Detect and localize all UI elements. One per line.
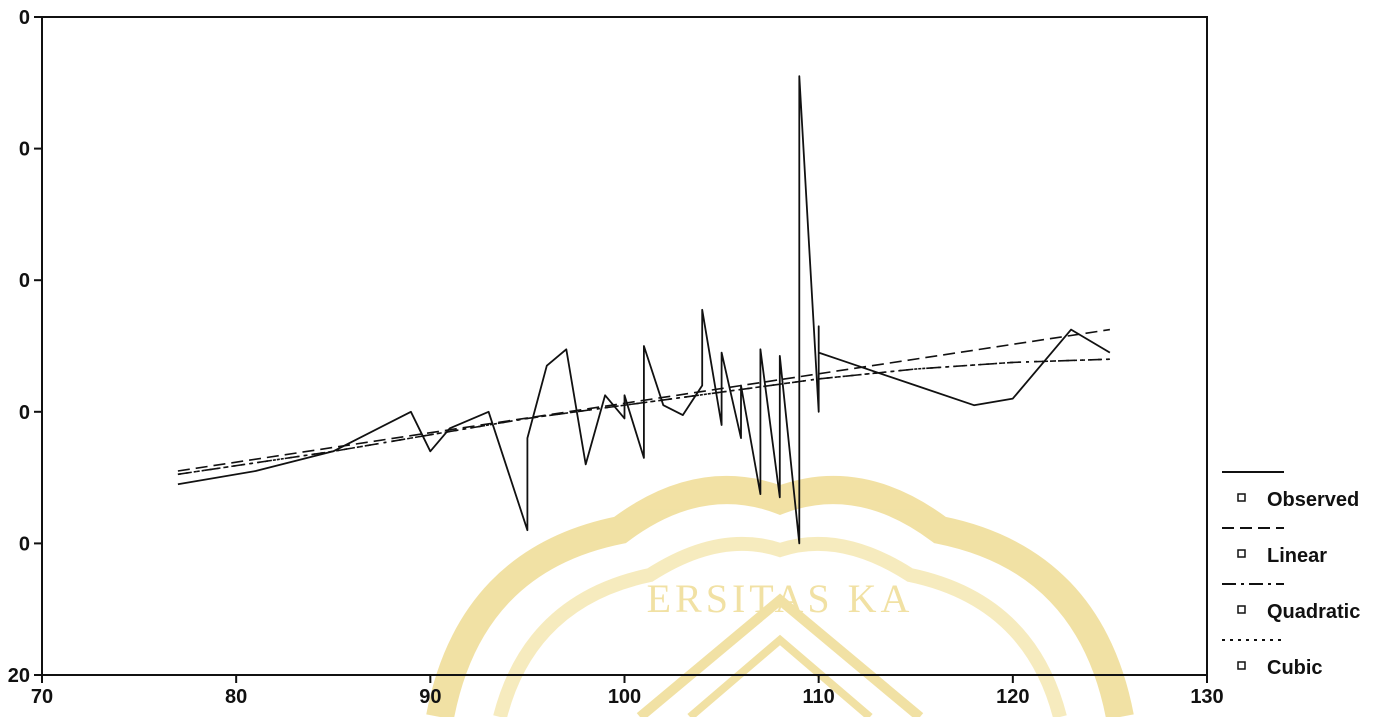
series-line-observed [177, 75, 1111, 545]
series-line-linear [177, 328, 1111, 472]
legend-label: Linear [1267, 545, 1327, 567]
series-layer [177, 75, 1111, 545]
legend-label: Observed [1267, 489, 1359, 511]
legend-label: Cubic [1267, 657, 1323, 679]
x-tick-label: 90 [419, 686, 441, 708]
legend-marker [1237, 549, 1246, 558]
y-tick-label: 0 [19, 139, 30, 161]
legend-marker [1237, 605, 1246, 614]
watermark-seal: ERSITAS KA [426, 476, 1134, 717]
x-tick-label: 80 [225, 686, 247, 708]
y-tick-label: 0 [19, 7, 30, 29]
y-tick-label: 0 [19, 533, 30, 555]
series-line-cubic [177, 358, 1110, 476]
legend-label: Quadratic [1267, 601, 1360, 623]
legend-marker [1237, 661, 1246, 670]
x-tick-label: 110 [803, 686, 835, 708]
x-tick-label: 120 [996, 686, 1029, 708]
y-tick-label: 0 [19, 402, 30, 424]
watermark-text: ERSITAS KA [647, 576, 914, 621]
x-tick-label: 100 [608, 686, 641, 708]
x-axis: 70 80 90 100 110 120 130 [31, 675, 1224, 708]
legend: Observed Linear Quadratic Cubic [1222, 471, 1360, 679]
x-tick-label: 70 [31, 686, 53, 708]
y-axis: 0 0 0 0 0 20 [8, 7, 42, 687]
legend-marker [1237, 493, 1246, 502]
x-tick-label: 130 [1190, 686, 1223, 708]
y-tick-label: 0 [19, 270, 30, 292]
y-tick-label: 20 [8, 665, 30, 687]
